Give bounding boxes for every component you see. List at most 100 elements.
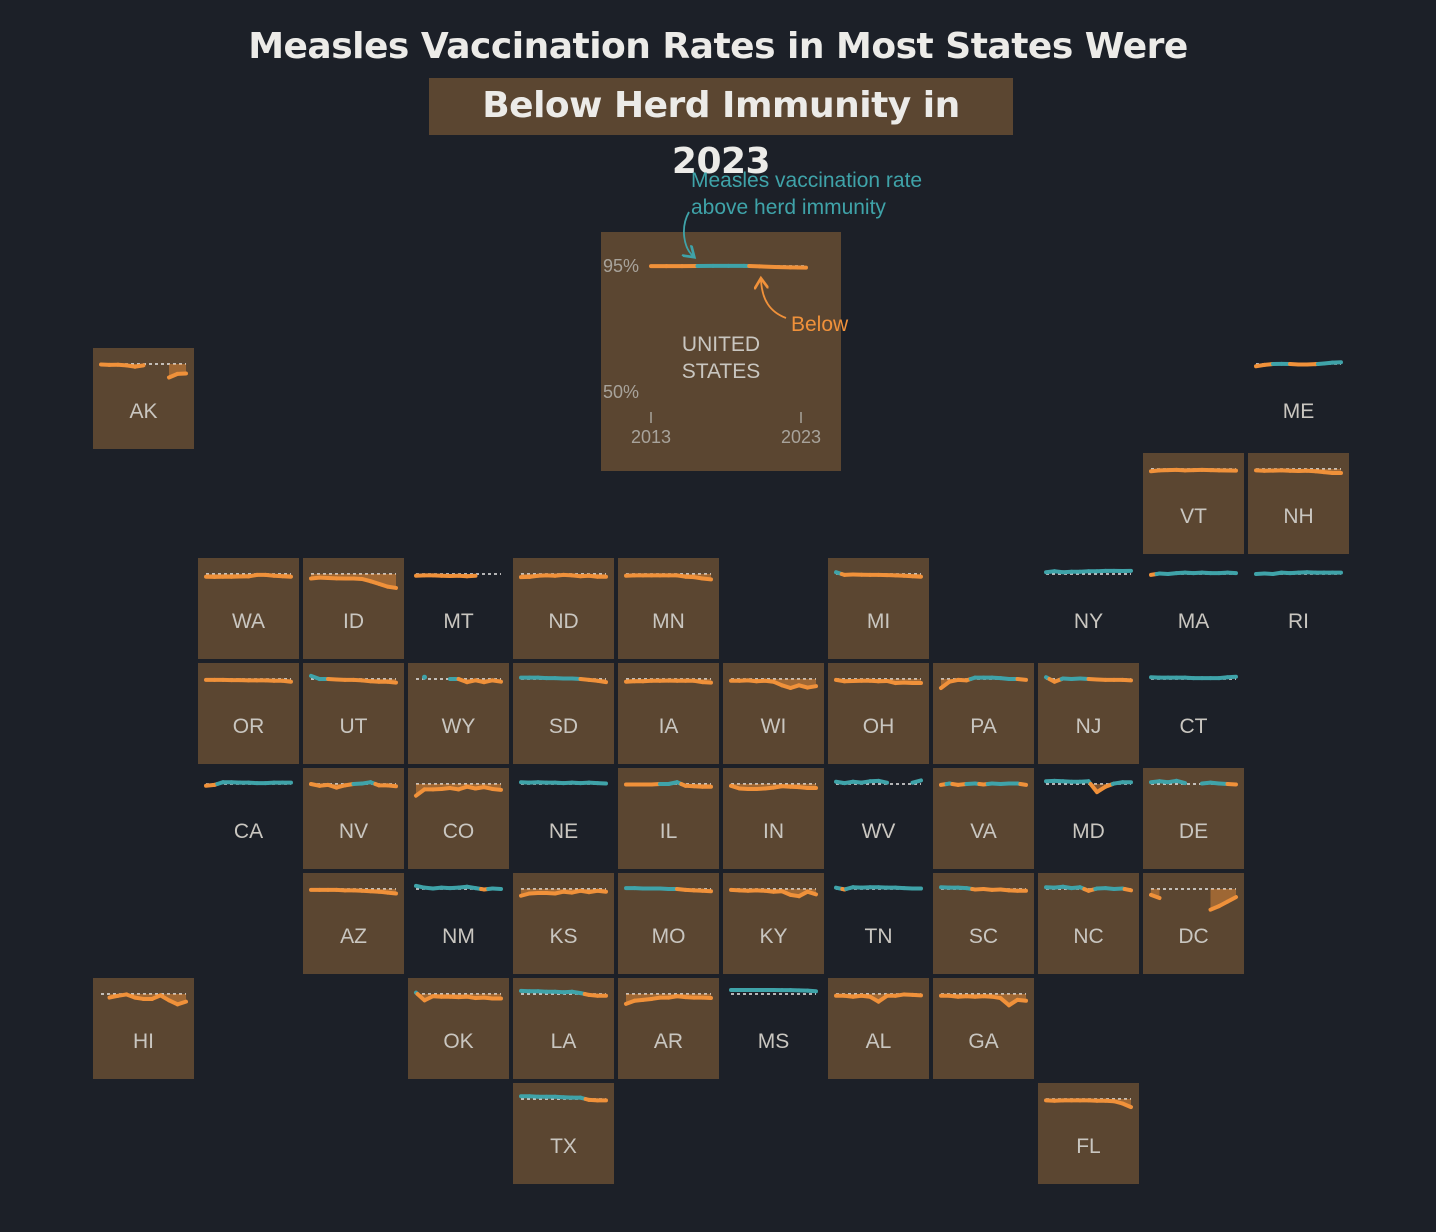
state-label-ma: MA [1178,610,1210,633]
state-label-or: OR [233,715,265,738]
state-label-ar: AR [654,1030,683,1053]
national-legend-tile: 95% 50% 2013 2023 UNITED STATES [601,232,841,471]
state-label-il: IL [660,820,678,843]
hi-tile-background [93,978,194,1079]
or-line-segment [280,678,293,684]
state-label-sd: SD [549,715,578,738]
state-tile-wa: WA [198,558,299,659]
state-label-al: AL [866,1030,892,1053]
chart-title-line-2: Below Herd Immunity in 2023 [429,78,1013,182]
state-tile-ar: AR [618,978,719,1079]
state-label-tn: TN [865,925,893,948]
state-label-nm: NM [442,925,475,948]
state-tile-or: OR [198,663,299,764]
state-tile-wy: WY [408,663,509,764]
state-tile-nj: NJ [1038,663,1139,764]
state-tile-mn: MN [618,558,719,659]
state-tile-mi: MI [828,558,929,659]
state-label-ok: OK [443,1030,473,1053]
hi-below-area-0 [109,994,186,1005]
state-label-vt: VT [1180,505,1207,528]
state-tile-nc: NC [1038,873,1139,974]
wv-line-segment [910,778,923,785]
de-line-segment [1174,778,1187,786]
legend-above-arrow [684,211,693,256]
state-tile-hi: HI [93,978,194,1079]
state-tile-va: VA [933,768,1034,869]
state-label-la: LA [551,1030,577,1053]
state-tile-pa: PA [933,663,1034,764]
state-tile-fl: FL [1038,1083,1139,1184]
state-tile-ms: MS [729,987,818,1053]
state-tile-az: AZ [303,873,404,974]
ga-line-segment [1015,997,1028,1003]
dc-tile-background [1143,873,1244,974]
state-tile-ky: KY [723,873,824,974]
state-label-ri: RI [1288,610,1309,633]
state-tile-ri: RI [1254,570,1343,633]
state-label-ne: NE [549,820,578,843]
state-label-ut: UT [340,715,368,738]
az-line-segment [385,890,398,896]
nh-tile-background [1248,453,1349,554]
state-label-ca: CA [234,820,263,843]
state-tile-me: ME [1254,360,1343,423]
state-tile-ca: CA [204,780,293,843]
state-tile-oh: OH [828,663,929,764]
state-label-tx: TX [550,1135,577,1158]
state-tile-wv: WV [834,778,923,843]
dc-line-segment [1225,895,1238,904]
in-tile-background [723,768,824,869]
x-axis-label-2023: 2023 [781,427,821,447]
state-tile-in: IN [723,768,824,869]
wy-point [422,674,427,680]
state-tile-nm: NM [414,883,503,948]
state-tile-ma: MA [1149,570,1238,633]
state-label-hi: HI [133,1030,154,1053]
ga-below-area-0 [941,994,1026,1006]
ky-tile-background [723,873,824,974]
state-label-ia: IA [659,715,679,738]
state-tile-nv: NV [303,768,404,869]
state-tile-la: LA [513,978,614,1079]
fl-tile-background [1038,1083,1139,1184]
state-label-md: MD [1072,820,1105,843]
state-label-nj: NJ [1076,715,1102,738]
state-tile-dc: DC [1143,873,1244,974]
state-label-nv: NV [339,820,368,843]
state-tile-de: DE [1143,768,1244,869]
ut-line-segment [385,679,398,685]
fl-line-segment [1120,1101,1133,1110]
state-label-ak: AK [129,400,157,423]
state-tile-ia: IA [618,663,719,764]
wi-line-segment [805,684,818,690]
x-axis-label-2013: 2013 [631,427,671,447]
pa-line-segment [1015,677,1028,682]
state-label-mn: MN [652,610,685,633]
state-label-ct: CT [1180,715,1208,738]
state-tile-tn: TN [834,885,923,948]
state-tile-al: AL [828,978,929,1079]
state-tile-vt: VT [1143,453,1244,554]
state-tile-ut: UT [303,663,404,764]
state-tile-md: MD [1044,778,1133,843]
hi-line-segment [175,999,188,1007]
legend-below-annotation: Below [791,313,849,336]
state-label-in: IN [763,820,784,843]
dc-line-segment [1149,892,1162,900]
state-label-ga: GA [968,1030,998,1053]
mn-line-segment [700,576,713,582]
state-label-dc: DC [1178,925,1208,948]
ia-tile-background [618,663,719,764]
legend-above-annotation: Measles vaccination rate above herd immun… [691,169,922,219]
state-tile-il: IL [618,768,719,869]
state-tile-ak: AK [93,348,194,449]
state-tile-nh: NH [1248,453,1349,554]
nc-line-segment [1122,887,1133,893]
wy-line-segment [490,678,503,684]
state-label-nd: ND [548,610,578,633]
national-label-line-1: UNITED [682,333,760,356]
id-tile-background [303,558,404,659]
state-tile-ct: CT [1149,674,1238,738]
